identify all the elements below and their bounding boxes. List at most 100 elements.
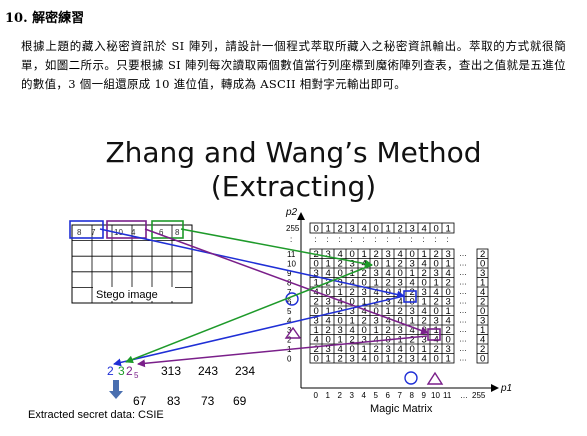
purple-result-arrow xyxy=(137,335,428,368)
digit-green: 3 xyxy=(118,364,125,378)
matrix-cell: 3 xyxy=(398,325,403,336)
matrix-cell: 4 xyxy=(350,325,355,336)
matrix-cell: 3 xyxy=(326,344,331,355)
matrix-cell: 0 xyxy=(350,344,355,355)
matrix-row-label: 11 xyxy=(287,250,296,259)
matrix-cell: 1 xyxy=(434,278,439,289)
matrix-cell: 2 xyxy=(446,325,451,336)
matrix-cell: 1 xyxy=(326,306,331,317)
matrix-cell: 2 xyxy=(480,297,485,308)
group-2: 243 xyxy=(198,364,218,378)
matrix-cell: 1 xyxy=(398,335,403,346)
matrix-cell: 3 xyxy=(446,344,451,355)
matrix-cell: 1 xyxy=(480,278,485,289)
matrix-cell: 2 xyxy=(314,344,319,355)
matrix-row-label: 6 xyxy=(287,298,292,307)
matrix-cell: 2 xyxy=(434,297,439,308)
matrix-cell: 4 xyxy=(434,287,439,298)
matrix-cell: 3 xyxy=(314,316,319,327)
matrix-x-tick: 6 xyxy=(386,391,391,400)
matrix-dots: : xyxy=(447,235,449,244)
green-result-arrow xyxy=(125,264,373,364)
matrix-cell: 3 xyxy=(446,297,451,308)
matrix-cell: 3 xyxy=(410,306,415,317)
matrix-cell: 1 xyxy=(446,224,451,235)
matrix-cell: 1 xyxy=(338,287,343,298)
matrix-cell: 2 xyxy=(410,335,415,346)
matrix-cell: 3 xyxy=(422,287,427,298)
matrix-cell: 1 xyxy=(326,354,331,365)
matrix-cell: 4 xyxy=(422,224,427,235)
matrix-cell: 1 xyxy=(338,335,343,346)
matrix-dots: : xyxy=(411,235,413,244)
matrix-ellipsis: … xyxy=(459,335,467,344)
matrix-cell: 3 xyxy=(480,316,485,327)
matrix-cell: 1 xyxy=(386,354,391,365)
matrix-cell: 1 xyxy=(314,325,319,336)
matrix-cell: 4 xyxy=(326,268,331,279)
matrix-cell: 2 xyxy=(434,249,439,260)
stego-pixel-value: 6 xyxy=(159,228,164,237)
matrix-cell: 2 xyxy=(350,287,355,298)
matrix-dots: : xyxy=(339,235,341,244)
matrix-cell: 2 xyxy=(398,306,403,317)
matrix-cell: 2 xyxy=(362,268,367,279)
matrix-cell: 2 xyxy=(398,259,403,270)
matrix-cell: 2 xyxy=(446,278,451,289)
matrix-row-label: 4 xyxy=(287,317,292,326)
matrix-cell: 4 xyxy=(338,249,343,260)
matrix-cell: 0 xyxy=(398,268,403,279)
matrix-cell: 0 xyxy=(314,354,319,365)
matrix-x-tick: 11 xyxy=(443,391,452,400)
matrix-cell: 0 xyxy=(410,344,415,355)
matrix-cell: 2 xyxy=(338,224,343,235)
matrix-cell: 4 xyxy=(362,224,367,235)
matrix-cell: 1 xyxy=(374,278,379,289)
matrix-cell: 3 xyxy=(410,259,415,270)
matrix-x-tick: 10 xyxy=(431,391,440,400)
matrix-cell: 0 xyxy=(434,259,439,270)
blue-lookup-arrow xyxy=(99,228,405,299)
matrix-x-tick: … xyxy=(460,391,468,400)
extracted-secret-label: Extracted secret data: CSIE xyxy=(28,409,164,421)
matrix-cell: 4 xyxy=(422,306,427,317)
matrix-cell: 4 xyxy=(410,325,415,336)
matrix-x-tick: 9 xyxy=(422,391,427,400)
matrix-cell: 4 xyxy=(422,259,427,270)
matrix-cell: 0 xyxy=(326,287,331,298)
matrix-ellipsis: … xyxy=(459,316,467,325)
matrix-ellipsis: … xyxy=(459,278,467,287)
p1-axis-label: p1 xyxy=(500,383,512,394)
matrix-cell: 1 xyxy=(410,316,415,327)
matrix-cell: 3 xyxy=(326,249,331,260)
stego-pixel-value: 8 xyxy=(175,228,180,237)
decimal-2: 83 xyxy=(167,394,181,408)
matrix-cell: 1 xyxy=(362,249,367,260)
matrix-x-tick: 0 xyxy=(314,391,319,400)
matrix-ellipsis: … xyxy=(459,344,467,353)
matrix-cell: 0 xyxy=(434,306,439,317)
matrix-cell: 1 xyxy=(422,249,427,260)
matrix-dots: : xyxy=(435,235,437,244)
matrix-cell: 2 xyxy=(374,344,379,355)
matrix-ellipsis: … xyxy=(459,325,467,334)
matrix-cell: 3 xyxy=(374,316,379,327)
matrix-cell: 4 xyxy=(326,316,331,327)
extraction-output: 2 3 2 5 313 243 234 67 83 73 69 Extracte… xyxy=(28,364,255,421)
matrix-dots: : xyxy=(399,235,401,244)
matrix-cell: 1 xyxy=(446,259,451,270)
matrix-x-tick: 2 xyxy=(338,391,343,400)
matrix-cell: 4 xyxy=(398,249,403,260)
matrix-cell: 3 xyxy=(338,325,343,336)
matrix-cell: 1 xyxy=(350,316,355,327)
digit-blue: 2 xyxy=(107,364,114,378)
matrix-cell: 1 xyxy=(326,259,331,270)
decimal-1: 67 xyxy=(133,394,147,408)
matrix-cell: 1 xyxy=(386,224,391,235)
matrix-row-label: 255 xyxy=(286,224,300,233)
matrix-cell: 2 xyxy=(434,344,439,355)
matrix-cell: 2 xyxy=(398,224,403,235)
matrix-cell: 0 xyxy=(362,278,367,289)
matrix-cell: 2 xyxy=(398,354,403,365)
